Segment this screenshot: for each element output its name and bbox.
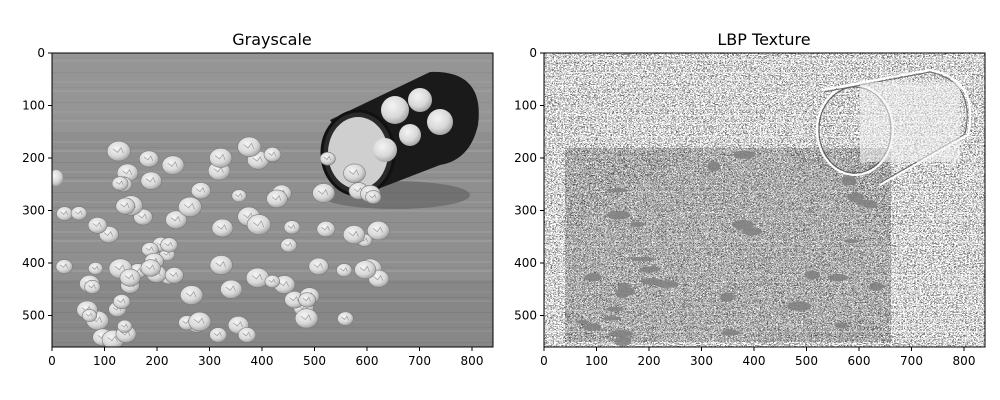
y-tick-label: 0 [37,46,45,60]
panel-lbp: LBP Texture [514,30,986,368]
x-tick-label: 100 [93,354,116,368]
x-tick-label: 700 [900,354,923,368]
x-tick-label: 0 [48,354,56,368]
y-tick-label: 400 [22,256,45,270]
x-tick-label: 500 [795,354,818,368]
x-tick-label: 800 [953,354,976,368]
y-tick-label: 100 [514,99,537,113]
x-axis-left: 0 100 200 300 400 500 600 700 800 [48,347,483,368]
x-tick-label: 600 [848,354,871,368]
y-tick-label: 300 [22,204,45,218]
x-tick-label: 600 [356,354,379,368]
x-tick-label: 400 [251,354,274,368]
y-tick-label: 100 [22,99,45,113]
y-tick-label: 0 [529,46,537,60]
x-tick-label: 400 [743,354,766,368]
lbp-image [544,53,985,347]
x-tick-label: 200 [146,354,169,368]
waste-bin [320,71,479,197]
x-tick-label: 500 [303,354,326,368]
x-tick-label: 300 [198,354,221,368]
y-tick-label: 400 [514,256,537,270]
panel-title-lbp: LBP Texture [717,30,810,49]
axes-frame-right [543,52,986,348]
x-axis-right: 0 100 200 300 400 500 600 700 800 [540,347,975,368]
axes-frame-left [51,52,494,348]
y-tick-label: 200 [514,151,537,165]
y-tick-label: 500 [22,309,45,323]
paper-balls [52,136,390,347]
x-tick-label: 0 [540,354,548,368]
x-tick-label: 800 [461,354,484,368]
panel-grayscale: Grayscale [22,30,494,368]
panel-title-grayscale: Grayscale [232,30,311,49]
x-tick-label: 100 [585,354,608,368]
x-tick-label: 200 [638,354,661,368]
y-tick-label: 300 [514,204,537,218]
x-tick-label: 700 [408,354,431,368]
y-tick-label: 200 [22,151,45,165]
y-axis-right: 0 100 200 300 400 500 [514,46,544,323]
grayscale-image [52,53,493,347]
y-axis-left: 0 100 200 300 400 500 [22,46,52,323]
x-tick-label: 300 [690,354,713,368]
y-tick-label: 500 [514,309,537,323]
